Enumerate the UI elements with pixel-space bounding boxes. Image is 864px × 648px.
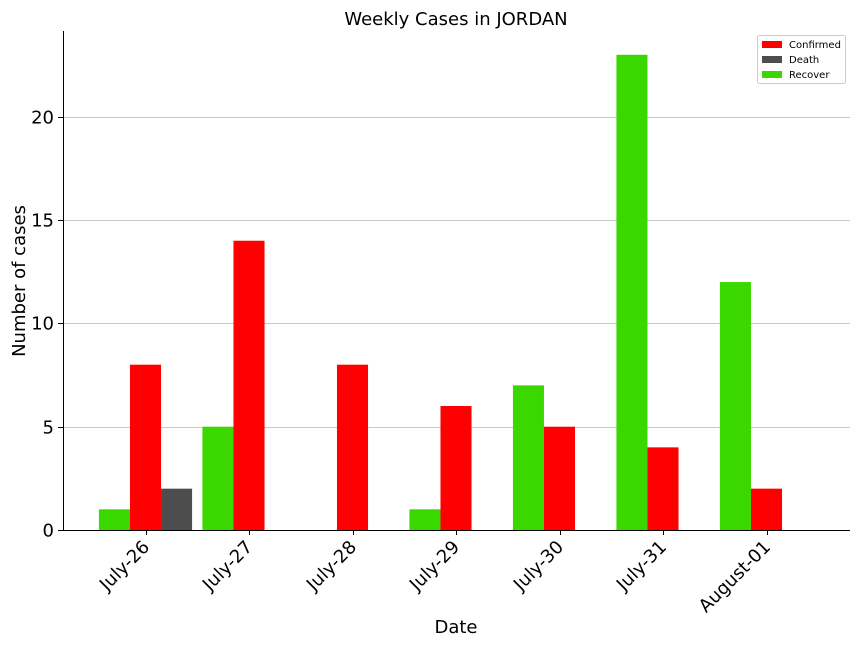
- y-tick-label: 20: [31, 108, 54, 129]
- bar-death-july-26: [161, 488, 193, 530]
- bar-confirmed-july-27: [233, 240, 265, 530]
- y-tick-label: 5: [43, 418, 54, 439]
- legend-label-recover: Recover: [789, 70, 830, 81]
- y-axis-label: Number of cases: [9, 205, 30, 357]
- bars: [98, 54, 783, 530]
- x-tick-label: July-29: [405, 537, 464, 596]
- legend-swatch-death: [762, 56, 782, 63]
- legend-swatch-recover: [762, 71, 782, 78]
- x-tick-label: July-28: [302, 537, 361, 596]
- legend: Confirmed Death Recover: [757, 35, 846, 84]
- bar-recover-july-31: [616, 54, 648, 530]
- y-tick-label: 10: [31, 314, 54, 335]
- x-tick-label: July-27: [198, 537, 257, 596]
- bar-recover-august-01: [719, 282, 751, 530]
- bar-confirmed-july-26: [129, 364, 162, 530]
- y-tick-label: 15: [31, 211, 54, 232]
- legend-swatch-confirmed: [762, 41, 782, 48]
- bar-confirmed-july-28: [336, 364, 369, 530]
- x-tick-label: July-26: [95, 537, 154, 596]
- y-ticks: 0 5 10 15 20: [31, 108, 63, 542]
- bar-recover-july-29: [409, 509, 441, 530]
- x-axis-label: Date: [434, 617, 477, 638]
- bar-confirmed-july-31: [647, 447, 679, 530]
- bar-confirmed-july-30: [543, 426, 576, 530]
- legend-label-death: Death: [789, 55, 819, 66]
- x-ticks: July-26 July-27 July-28 July-29 July-30 July-…: [95, 530, 775, 617]
- x-tick-label: July-30: [509, 537, 568, 596]
- y-tick-label: 0: [43, 521, 54, 542]
- bar-recover-july-26: [98, 509, 130, 530]
- bar-recover-july-27: [202, 426, 234, 530]
- bar-confirmed-july-29: [440, 406, 472, 530]
- x-tick-label: August-01: [695, 537, 775, 617]
- legend-label-confirmed: Confirmed: [789, 40, 841, 51]
- x-tick-label: July-31: [612, 537, 671, 596]
- bar-recover-july-30: [512, 385, 544, 530]
- bar-confirmed-august-01: [750, 488, 783, 530]
- chart-title: Weekly Cases in JORDAN: [344, 9, 567, 30]
